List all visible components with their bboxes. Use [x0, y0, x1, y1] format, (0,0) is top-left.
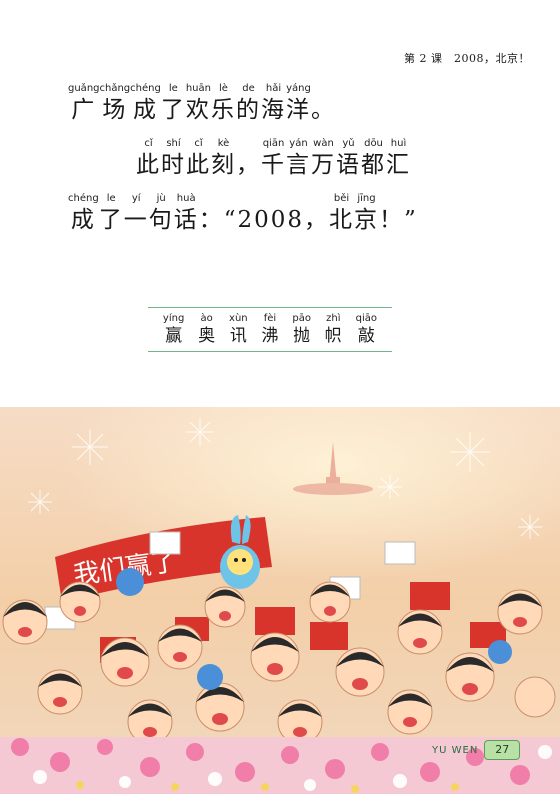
char-unit: le 了	[160, 83, 186, 123]
char-unit: hǎi 海	[261, 83, 286, 123]
char-unit: cǐ 此	[136, 138, 161, 178]
vocab-item: yíng 赢	[162, 313, 185, 346]
celebration-illustration: 我们赢了	[0, 407, 560, 794]
char-unit: wàn 万	[311, 138, 336, 178]
char-unit: běi 北	[328, 193, 354, 233]
vocab-item: qiāo 敲	[355, 313, 378, 346]
page-number-badge: 27	[484, 740, 521, 760]
flowers	[0, 737, 560, 794]
char-unit: yí 一	[123, 193, 149, 233]
char-unit: kè 刻	[211, 138, 236, 178]
char-unit: de 的	[236, 83, 261, 123]
char-unit: jù 句	[148, 193, 174, 233]
char-unit: shí 时	[161, 138, 186, 178]
char-unit: chǎng 场	[99, 83, 131, 123]
subject-label: YU WEN	[432, 744, 479, 756]
vocab-item: ào 奥	[198, 313, 216, 346]
vocab-item: fèi 沸	[261, 313, 279, 346]
char-unit: yǔ 语	[336, 138, 361, 178]
text-line-2: cǐ 此 shí 时 cǐ 此 kè 刻 ， qiān 千 yán 言 wàn 万 yǔ 语 d…	[136, 137, 411, 180]
tower-silhouette	[293, 442, 373, 495]
char-unit: chéng 成	[130, 83, 161, 123]
char-unit: huà 话	[173, 193, 199, 233]
text-line-3: chéng 成 le 了 yí 一 jù 句 huà 话 ：“2008， běi 北 jīn…	[68, 192, 418, 235]
char-unit: ，	[236, 152, 261, 178]
char-unit: huān 欢	[185, 83, 211, 123]
char-unit: guǎng 广	[68, 83, 100, 123]
char-unit: ：“2008，	[198, 207, 329, 233]
children-crowd	[2, 568, 556, 745]
char-unit: le 了	[98, 193, 124, 233]
char-unit: ！”	[378, 207, 418, 233]
page-footer: YU WEN 27	[432, 740, 521, 760]
char-unit: qiān 千	[261, 138, 286, 178]
fireworks	[28, 418, 542, 539]
char-unit: chéng 成	[68, 193, 99, 233]
char-unit: jīng 京	[353, 193, 379, 233]
page-header: 第 2 课 2008，北京！	[404, 52, 530, 65]
vocab-item: xùn 讯	[229, 313, 248, 346]
text-line-1: guǎng 广 chǎng 场 chéng 成 le 了 huān 欢 lè 乐 de 的 h…	[68, 82, 336, 125]
char-unit: yán 言	[286, 138, 311, 178]
char-unit: huì 汇	[386, 138, 411, 178]
char-unit: yáng 洋	[286, 83, 311, 123]
char-unit: cǐ 此	[186, 138, 211, 178]
vocab-item: pāo 抛	[292, 313, 311, 346]
new-words-box: yíng 赢 ào 奥 xùn 讯 fèi 沸 pāo 抛 zhì 帜 qiāo 敲	[148, 307, 392, 352]
char-unit: dōu 都	[361, 138, 386, 178]
char-unit: lè 乐	[211, 83, 236, 123]
vocab-item: zhì 帜	[324, 313, 342, 346]
char-unit: 。	[311, 97, 336, 123]
mascot	[220, 515, 260, 589]
